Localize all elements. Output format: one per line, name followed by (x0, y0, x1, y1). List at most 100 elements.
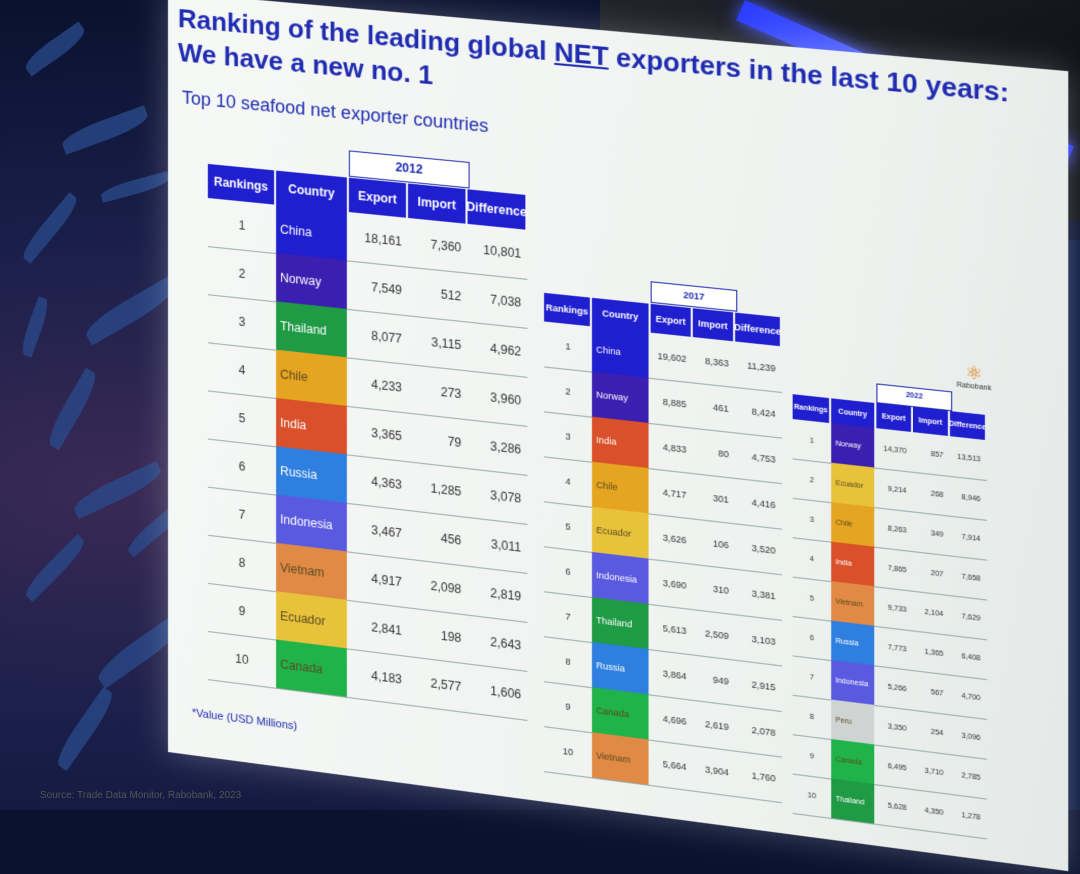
country-cell: Vietnam (831, 581, 875, 626)
rank-cell: 8 (238, 555, 246, 571)
difference-cell: 2,819 (490, 585, 522, 604)
country-cell: Vietnam (276, 542, 347, 600)
country-cell: Russia (591, 642, 649, 695)
difference-cell: 2,915 (751, 679, 776, 693)
difference-cell: 3,096 (961, 731, 981, 742)
export-cell: 3,467 (371, 522, 402, 541)
rank-cell: 5 (238, 410, 246, 426)
rank-cell: 7 (565, 611, 571, 623)
country-cell: India (591, 416, 649, 469)
export-cell: 5,628 (887, 801, 907, 812)
ranking-table-2022: 2022 Rankings Country Export Import Differenc… (792, 383, 988, 840)
import-cell: 301 (712, 492, 729, 506)
export-cell: 9,214 (887, 485, 907, 495)
import-cell: 3,710 (924, 767, 944, 777)
rank-cell: 1 (565, 341, 571, 352)
rank-cell: 10 (807, 791, 817, 800)
import-cell: 512 (440, 287, 462, 304)
country-cell: Russia (276, 446, 347, 503)
export-cell: 4,717 (662, 487, 687, 501)
import-cell: 949 (712, 674, 729, 687)
rank-cell: 1 (238, 218, 246, 233)
import-cell: 310 (712, 583, 729, 596)
import-cell: 80 (718, 448, 729, 460)
difference-cell: 3,520 (751, 542, 776, 556)
country-cell: Vietnam (591, 732, 649, 785)
rank-cell: 8 (565, 656, 571, 668)
country-cell: Indonesia (276, 494, 347, 552)
difference-cell: 3,078 (490, 487, 522, 506)
import-cell: 2,104 (924, 608, 944, 618)
export-cell: 6,495 (887, 762, 907, 773)
country-cell: India (276, 397, 347, 455)
difference-cell: 10,801 (483, 242, 522, 261)
slide-surface: Ranking of the leading global NET export… (168, 0, 1069, 872)
country-cell: Chile (831, 502, 875, 547)
import-cell: 106 (712, 538, 729, 551)
rank-cell: 3 (809, 515, 815, 524)
import-cell: 567 (930, 688, 944, 698)
difference-cell: 4,416 (751, 497, 776, 511)
difference-cell: 7,629 (961, 612, 981, 623)
country-cell: Indonesia (831, 660, 875, 705)
country-cell: India (831, 541, 875, 587)
import-cell: 857 (930, 450, 944, 459)
rank-cell: 5 (565, 521, 571, 533)
ranking-table-2012: 2012 Rankings Country Export Import Differenc… (207, 150, 528, 721)
export-cell: 8,885 (662, 396, 687, 410)
difference-cell: 7,914 (961, 533, 981, 543)
country-cell: Canada (276, 639, 347, 697)
export-cell: 7,549 (371, 280, 402, 298)
import-cell: 207 (930, 569, 944, 579)
difference-cell: 11,239 (746, 360, 776, 374)
difference-cell: 3,960 (490, 390, 522, 408)
country-cell: Norway (276, 253, 347, 309)
difference-cell: 1,606 (490, 683, 522, 702)
source-note: Source: Trade Data Monitor, Rabobank, 20… (40, 790, 242, 801)
country-cell: Thailand (591, 597, 649, 650)
import-cell: 2,509 (704, 628, 729, 642)
import-cell: 7,360 (430, 237, 462, 255)
import-cell: 461 (712, 402, 729, 415)
rank-cell: 7 (809, 673, 815, 682)
rank-cell: 7 (238, 507, 246, 523)
difference-cell: 1,278 (961, 811, 981, 822)
rank-cell: 2 (238, 266, 246, 282)
country-cell: Chile (591, 461, 649, 514)
export-cell: 8,077 (371, 328, 402, 347)
rank-cell: 5 (809, 594, 815, 603)
country-cell: Thailand (831, 778, 875, 824)
title-underlined-word: NET (554, 36, 609, 72)
difference-cell: 8,946 (961, 493, 981, 503)
export-cell: 8,263 (887, 524, 907, 535)
country-cell: Canada (831, 739, 875, 785)
rank-cell: 9 (565, 701, 571, 713)
export-cell: 3,626 (662, 532, 687, 546)
slide-subtitle: Top 10 seafood net exporter countries (181, 87, 489, 137)
export-cell: 7,865 (887, 564, 907, 574)
country-cell: Indonesia (591, 551, 649, 604)
header-import: Import (408, 183, 466, 224)
rank-cell: 6 (809, 634, 815, 642)
country-cell: Chile (276, 349, 347, 406)
import-cell: 268 (930, 489, 944, 499)
export-cell: 7,773 (887, 643, 907, 654)
import-cell: 349 (930, 529, 944, 539)
rank-cell: 4 (238, 362, 246, 378)
export-cell: 14,370 (883, 445, 907, 455)
country-cell: Norway (591, 371, 649, 423)
rank-cell: 3 (565, 431, 571, 442)
export-cell: 4,833 (662, 441, 687, 455)
country-cell: Canada (591, 687, 649, 740)
rank-cell: 10 (562, 745, 574, 758)
country-cell: Thailand (276, 301, 347, 358)
import-cell: 3,115 (431, 335, 462, 353)
export-cell: 4,363 (371, 474, 402, 493)
export-cell: 5,613 (662, 623, 687, 637)
rank-cell: 8 (809, 712, 815, 721)
header-export: Export (348, 177, 406, 218)
import-cell: 8,363 (704, 355, 729, 369)
export-cell: 9,733 (887, 603, 907, 614)
header-export: Export (650, 303, 691, 337)
difference-cell: 4,753 (751, 451, 776, 465)
